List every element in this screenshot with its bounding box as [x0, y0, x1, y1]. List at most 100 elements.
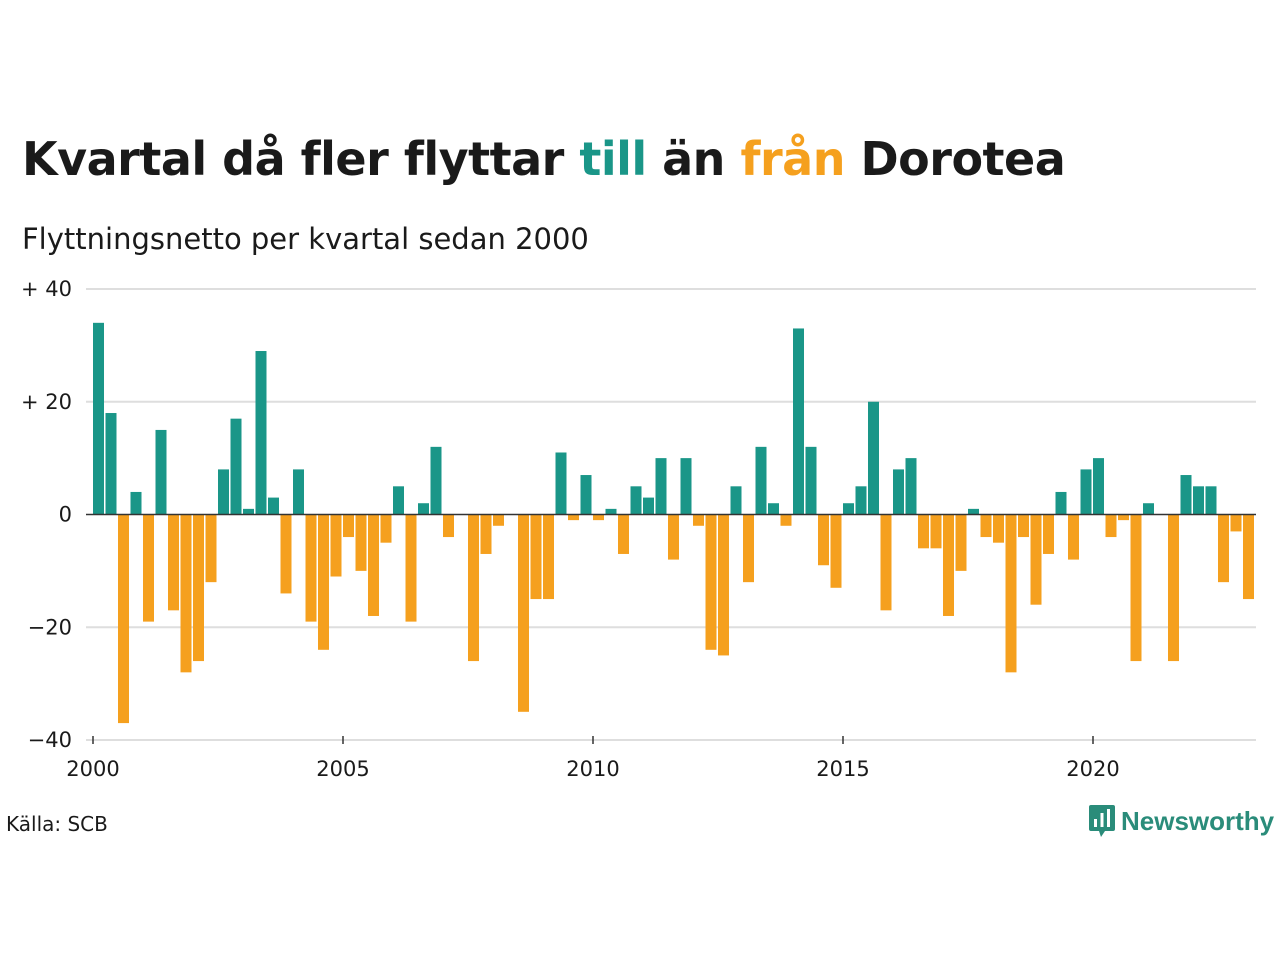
bar-positive [855, 486, 867, 515]
bar-positive [580, 475, 592, 515]
title-part-2: än [646, 132, 741, 186]
bar-negative [280, 514, 292, 594]
bar-negative [305, 514, 317, 622]
bar-negative [480, 514, 492, 554]
bar-negative [493, 514, 504, 526]
bar-negative [743, 514, 754, 583]
bar-negative [1105, 514, 1117, 538]
bar-positive [393, 486, 404, 515]
bar-negative [618, 514, 629, 554]
bar-negative [1018, 514, 1029, 538]
bar-positive [968, 508, 979, 515]
bar-negative [318, 514, 329, 650]
bar-chart: + 40 + 20 0 −20 −40 2000 2005 2010 2015 2020 [21, 277, 1256, 781]
bar-negative [143, 514, 154, 622]
bar-negative [668, 514, 679, 560]
bar-negative [930, 514, 942, 549]
bar-negative [705, 514, 717, 650]
bar-positive [130, 491, 142, 515]
bar-negative [918, 514, 929, 549]
bar-negative [330, 514, 342, 577]
chart-subtitle: Flyttningsnetto per kvartal sedan 2000 [22, 222, 589, 256]
bar-positive [630, 486, 642, 515]
bar-negative [1130, 514, 1142, 662]
bar-negative [168, 514, 179, 611]
newsworthy-logo-icon [1089, 805, 1115, 837]
bar-positive [105, 413, 117, 515]
bar-positive [1093, 458, 1104, 515]
y-tick-label: + 40 [21, 277, 72, 301]
bar-positive [155, 429, 167, 515]
bar-positive [268, 497, 279, 515]
chart-title: Kvartal då fler flyttar till än från Dor… [22, 132, 1066, 186]
title-word-out: från [740, 132, 845, 186]
bar-negative [1218, 514, 1229, 583]
bar-negative [380, 514, 392, 543]
y-tick-label: −20 [28, 615, 72, 639]
bar-positive [1205, 486, 1217, 515]
x-axis-ticks: 2000 2005 2010 2015 2020 [66, 736, 1120, 781]
bar-positive [430, 446, 442, 515]
title-word-in: till [579, 132, 647, 186]
bar-positive [218, 469, 229, 515]
y-tick-label: −40 [28, 728, 72, 752]
title-part-3: Dorotea [844, 132, 1066, 186]
bar-positive [868, 401, 879, 515]
bar-negative [980, 514, 992, 538]
bar-positive [255, 351, 267, 515]
y-tick-label: 0 [59, 503, 72, 527]
bar-negative [518, 514, 529, 712]
bar-positive [655, 458, 667, 515]
x-tick-label: 2000 [66, 757, 119, 781]
bar-negative [530, 514, 542, 600]
bar-positive [1193, 486, 1204, 515]
bar-negative [468, 514, 479, 662]
bar-positive [730, 486, 742, 515]
bar-negative [368, 514, 379, 616]
bar-positive [643, 497, 654, 515]
bar-positive [680, 458, 692, 515]
bar-positive [893, 469, 904, 515]
source-note: Källa: SCB [6, 812, 108, 836]
bar-positive [805, 446, 817, 515]
x-tick-label: 2015 [816, 757, 869, 781]
bar-negative [1005, 514, 1017, 673]
bar-negative [943, 514, 954, 616]
x-tick-label: 2020 [1066, 757, 1119, 781]
bar-positive [230, 418, 242, 515]
bar-positive [243, 508, 254, 515]
x-tick-label: 2010 [566, 757, 619, 781]
bar-negative [405, 514, 417, 622]
y-tick-label: + 20 [21, 390, 72, 414]
bar-positive [768, 503, 779, 515]
bar-positive [1055, 491, 1067, 515]
bar-positive [293, 469, 304, 515]
bar-negative [1243, 514, 1254, 600]
bar-negative [1118, 514, 1129, 521]
bar-positive [1180, 475, 1192, 515]
bar-negative [593, 514, 604, 521]
bar-positive [555, 452, 567, 515]
bar-negative [993, 514, 1004, 543]
title-part-1: Kvartal då fler flyttar [22, 132, 580, 186]
bar-positive [93, 322, 104, 515]
bar-negative [1168, 514, 1179, 662]
bar-negative [343, 514, 354, 538]
y-axis-ticks: + 40 + 20 0 −20 −40 [21, 277, 72, 752]
bar-negative [880, 514, 892, 611]
bar-negative [1068, 514, 1079, 560]
bar-negative [443, 514, 454, 538]
bars [93, 322, 1254, 724]
bar-negative [568, 514, 579, 521]
bar-negative [693, 514, 704, 526]
bar-positive [418, 503, 429, 515]
bar-positive [843, 503, 854, 515]
x-tick-label: 2005 [316, 757, 369, 781]
bar-negative [818, 514, 829, 566]
bar-positive [605, 508, 617, 515]
bar-positive [1080, 469, 1092, 515]
bar-positive [1143, 503, 1154, 515]
bar-negative [180, 514, 192, 673]
brand-name: Newsworthy [1121, 805, 1275, 836]
bar-positive [793, 328, 804, 515]
